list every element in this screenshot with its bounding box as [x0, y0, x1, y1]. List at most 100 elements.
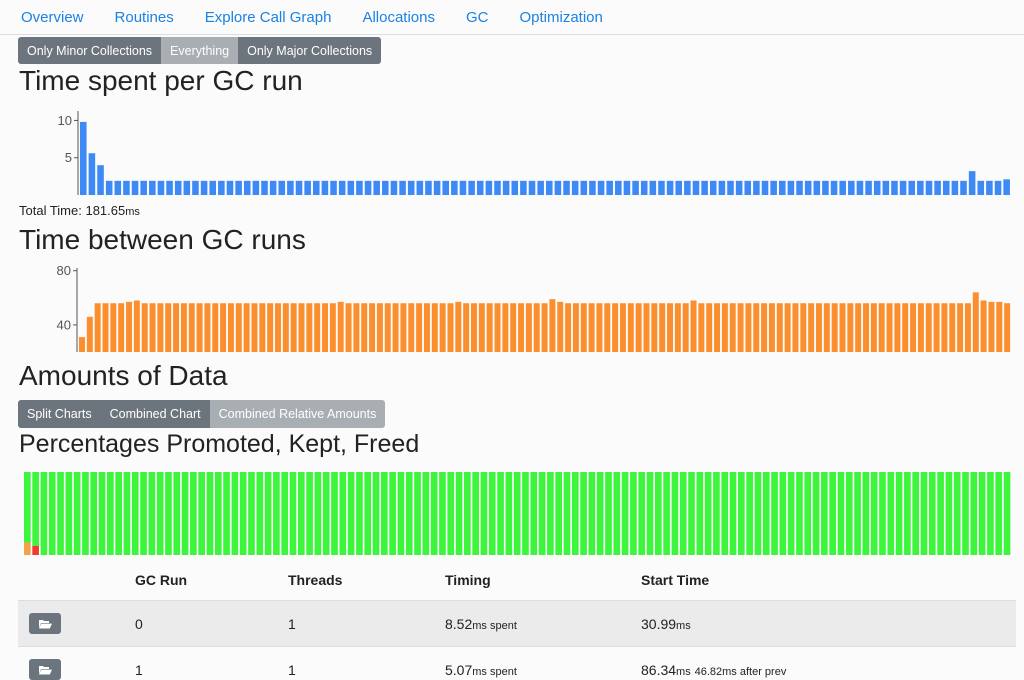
- bar[interactable]: [706, 303, 713, 352]
- bar-freed[interactable]: [472, 472, 479, 555]
- bar-freed[interactable]: [713, 472, 720, 555]
- bar[interactable]: [361, 303, 368, 352]
- bar[interactable]: [400, 303, 407, 352]
- bar[interactable]: [408, 303, 415, 352]
- bar-freed[interactable]: [987, 472, 994, 555]
- bar-freed[interactable]: [148, 472, 156, 555]
- bar[interactable]: [784, 303, 791, 352]
- bar-freed[interactable]: [937, 472, 944, 555]
- bar[interactable]: [80, 121, 87, 195]
- bar[interactable]: [275, 303, 281, 352]
- bar-freed[interactable]: [995, 472, 1003, 555]
- bar-freed[interactable]: [978, 472, 986, 555]
- bar[interactable]: [347, 180, 355, 195]
- bar[interactable]: [384, 303, 391, 352]
- bar[interactable]: [831, 303, 838, 352]
- bar[interactable]: [218, 180, 225, 195]
- bar[interactable]: [745, 303, 752, 352]
- bar[interactable]: [269, 180, 277, 195]
- bar[interactable]: [140, 180, 147, 195]
- bar-freed[interactable]: [347, 472, 355, 555]
- bar[interactable]: [376, 303, 383, 352]
- bar[interactable]: [174, 180, 182, 195]
- bar-freed[interactable]: [356, 472, 363, 555]
- bar-freed[interactable]: [364, 472, 372, 555]
- bar[interactable]: [459, 180, 467, 195]
- nav-optimization[interactable]: Optimization: [519, 8, 603, 26]
- nav-gc[interactable]: GC: [466, 8, 489, 26]
- bar[interactable]: [123, 180, 130, 195]
- bar-freed[interactable]: [945, 472, 953, 555]
- bar[interactable]: [632, 180, 639, 195]
- bar-freed[interactable]: [522, 472, 529, 555]
- bar[interactable]: [721, 303, 728, 352]
- bar-freed[interactable]: [405, 472, 413, 555]
- bar[interactable]: [192, 180, 199, 195]
- bar-freed[interactable]: [762, 472, 770, 555]
- bar-freed[interactable]: [422, 472, 430, 555]
- bar[interactable]: [468, 180, 475, 195]
- bar[interactable]: [518, 303, 525, 352]
- bar[interactable]: [337, 301, 344, 352]
- nav-overview[interactable]: Overview: [21, 8, 84, 26]
- bar[interactable]: [494, 303, 501, 352]
- bar[interactable]: [105, 180, 113, 195]
- bar[interactable]: [502, 180, 510, 195]
- bar[interactable]: [627, 303, 634, 352]
- bar[interactable]: [149, 303, 156, 352]
- bar[interactable]: [252, 180, 260, 195]
- bar-freed[interactable]: [107, 472, 114, 555]
- bar[interactable]: [1004, 303, 1011, 352]
- only-minor-collections-button[interactable]: Only Minor Collections: [18, 37, 162, 64]
- bar[interactable]: [737, 303, 744, 352]
- bar[interactable]: [727, 180, 734, 195]
- bar[interactable]: [589, 180, 596, 195]
- bar[interactable]: [267, 303, 274, 352]
- bar-freed[interactable]: [214, 472, 222, 555]
- bar[interactable]: [243, 303, 250, 352]
- bar[interactable]: [882, 180, 890, 195]
- bar[interactable]: [698, 303, 705, 352]
- bar-freed[interactable]: [953, 472, 961, 555]
- bar-freed[interactable]: [962, 472, 969, 555]
- bar[interactable]: [651, 303, 658, 352]
- bar[interactable]: [486, 303, 493, 352]
- bar-freed[interactable]: [198, 472, 205, 555]
- bar[interactable]: [442, 180, 450, 195]
- bar[interactable]: [278, 180, 286, 195]
- bar[interactable]: [957, 303, 964, 352]
- bar[interactable]: [188, 303, 195, 352]
- bar[interactable]: [571, 180, 579, 195]
- bar[interactable]: [619, 303, 626, 352]
- bar[interactable]: [770, 180, 777, 195]
- bar[interactable]: [345, 303, 352, 352]
- bar-freed[interactable]: [779, 472, 787, 555]
- bar[interactable]: [779, 180, 786, 195]
- bar[interactable]: [369, 303, 376, 352]
- bar-freed[interactable]: [82, 472, 89, 555]
- bar-freed[interactable]: [256, 472, 264, 555]
- bar-freed[interactable]: [754, 472, 762, 555]
- bar-freed[interactable]: [322, 472, 330, 555]
- bar[interactable]: [141, 303, 148, 352]
- bar[interactable]: [322, 303, 329, 352]
- bar[interactable]: [557, 301, 564, 352]
- bar-freed[interactable]: [231, 472, 239, 555]
- bar[interactable]: [643, 303, 650, 352]
- bar[interactable]: [157, 303, 164, 352]
- bar[interactable]: [314, 303, 321, 352]
- bar-freed[interactable]: [696, 472, 704, 555]
- bar[interactable]: [212, 303, 219, 352]
- bar[interactable]: [131, 180, 139, 195]
- bar-freed[interactable]: [821, 472, 828, 555]
- bar[interactable]: [744, 180, 752, 195]
- bar[interactable]: [471, 303, 477, 352]
- bar-freed[interactable]: [804, 472, 812, 555]
- bar-freed[interactable]: [488, 472, 496, 555]
- bar-freed[interactable]: [904, 472, 911, 555]
- bar[interactable]: [972, 292, 979, 352]
- bar[interactable]: [968, 171, 976, 195]
- bar-freed[interactable]: [248, 472, 255, 555]
- bar[interactable]: [165, 303, 172, 352]
- expand-run-button[interactable]: [29, 659, 61, 680]
